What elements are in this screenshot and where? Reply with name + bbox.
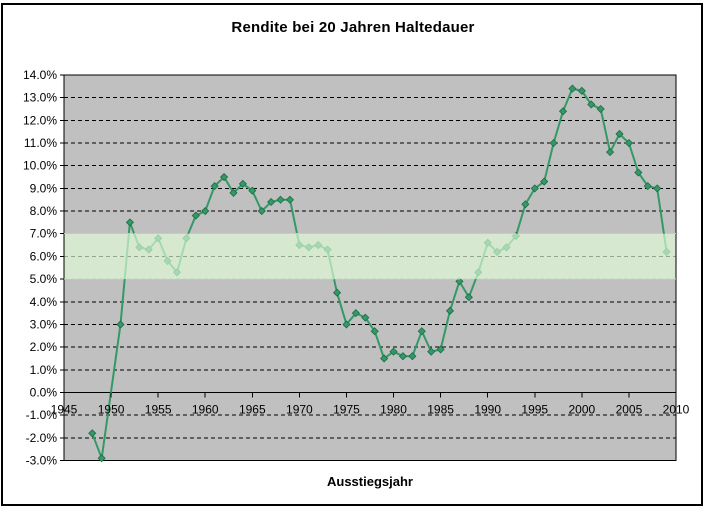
y-axis-tick-label: 6.0% [30, 249, 58, 263]
data-point-marker [624, 138, 633, 148]
x-axis-tick-label: 1955 [145, 402, 172, 416]
x-axis-tick-label: 1995 [521, 402, 548, 416]
data-point-marker [125, 218, 134, 227]
data-point-marker [398, 352, 408, 361]
data-point-marker [464, 293, 473, 302]
data-point-marker [540, 177, 549, 186]
x-axis: 1945 1950 1955 1960 1965 1970 1975 1980 1985 1990… [51, 392, 690, 416]
data-point-marker [521, 200, 530, 209]
data-point-marker [389, 347, 398, 356]
y-axis-tick-label: -2.0% [26, 431, 58, 445]
data-point-marker [267, 197, 276, 207]
y-axis-tick-label: 3.0% [30, 317, 58, 331]
y-axis-tick-label: 10.0% [23, 159, 57, 173]
y-axis-tick-label: -1.0% [26, 408, 58, 422]
data-point-marker [332, 288, 342, 297]
data-point-marker [653, 184, 662, 193]
data-point-marker [380, 354, 389, 363]
x-axis-tick-label: 1975 [333, 402, 360, 416]
data-point-marker [191, 211, 200, 220]
data-point-marker [615, 129, 624, 139]
data-point-marker [88, 429, 97, 438]
data-point-marker [427, 347, 436, 356]
x-axis-tick-label: 2010 [663, 402, 690, 416]
y-axis-tick-label: 5.0% [30, 272, 58, 286]
data-point-marker [361, 313, 370, 322]
data-point-marker [417, 327, 426, 336]
x-axis-title: Ausstiegsjahr [327, 474, 413, 489]
y-axis-tick-label: 2.0% [30, 340, 58, 354]
x-axis-tick-label: 1965 [239, 402, 266, 416]
y-axis-tick-label: 7.0% [30, 227, 58, 241]
data-point-marker [229, 188, 238, 197]
target-band [64, 233, 676, 280]
x-axis-tick-label: 1950 [98, 402, 125, 416]
data-point-marker [436, 345, 445, 354]
data-point-marker [587, 100, 596, 109]
data-point-marker [257, 206, 266, 216]
data-point-marker [558, 107, 568, 116]
x-axis-tick-label: 1990 [474, 402, 501, 416]
data-point-marker [276, 195, 285, 204]
data-point-marker [549, 138, 558, 148]
data-point-marker [285, 195, 295, 204]
data-point-marker [530, 184, 539, 193]
y-axis-tick-label: -3.0% [26, 454, 58, 468]
data-point-marker [238, 179, 247, 188]
data-point-marker [210, 182, 219, 191]
chart-title: Rendite bei 20 Jahren Haltedauer [231, 19, 475, 36]
data-point-marker [248, 186, 257, 195]
x-axis-tick-label: 1980 [380, 402, 407, 416]
x-axis-tick-label: 1960 [192, 402, 219, 416]
data-point-marker [596, 104, 605, 114]
data-point-marker [370, 327, 379, 336]
y-axis: 14.0% 13.0% 12.0% 11.0% 10.0% 9.0% 8.0% 7.0% 6.0… [23, 68, 64, 468]
x-axis-tick-label: 2005 [616, 402, 643, 416]
y-axis-tick-label: 12.0% [23, 113, 57, 127]
x-axis-tick-label: 1985 [427, 402, 454, 416]
y-axis-tick-label: 11.0% [24, 136, 57, 150]
data-point-marker [634, 168, 643, 177]
data-point-marker [606, 148, 615, 157]
y-axis-tick-label: 13.0% [23, 91, 57, 105]
data-point-marker [97, 454, 106, 463]
y-axis-tick-label: 0.0% [30, 385, 58, 399]
data-point-marker [342, 320, 351, 329]
data-point-marker [455, 277, 464, 286]
data-point-marker [116, 320, 125, 329]
x-axis-tick-label: 1970 [286, 402, 313, 416]
y-axis-tick-label: 14.0% [23, 68, 57, 82]
data-point-marker [351, 309, 360, 318]
data-point-marker [201, 206, 210, 216]
y-axis-tick-label: 8.0% [30, 204, 58, 218]
y-axis-tick-label: 4.0% [30, 295, 58, 309]
data-point-marker [643, 182, 652, 191]
data-point-marker [219, 172, 229, 182]
y-axis-tick-label: 9.0% [30, 181, 58, 195]
data-point-marker [577, 86, 586, 95]
x-axis-tick-label: 2000 [568, 402, 595, 416]
data-point-marker [445, 306, 455, 315]
data-point-marker [568, 84, 577, 93]
data-point-marker [408, 352, 417, 361]
x-axis-tick-label: 1945 [51, 402, 78, 416]
y-axis-tick-label: 1.0% [30, 363, 58, 377]
chart-frame [1, 3, 703, 506]
